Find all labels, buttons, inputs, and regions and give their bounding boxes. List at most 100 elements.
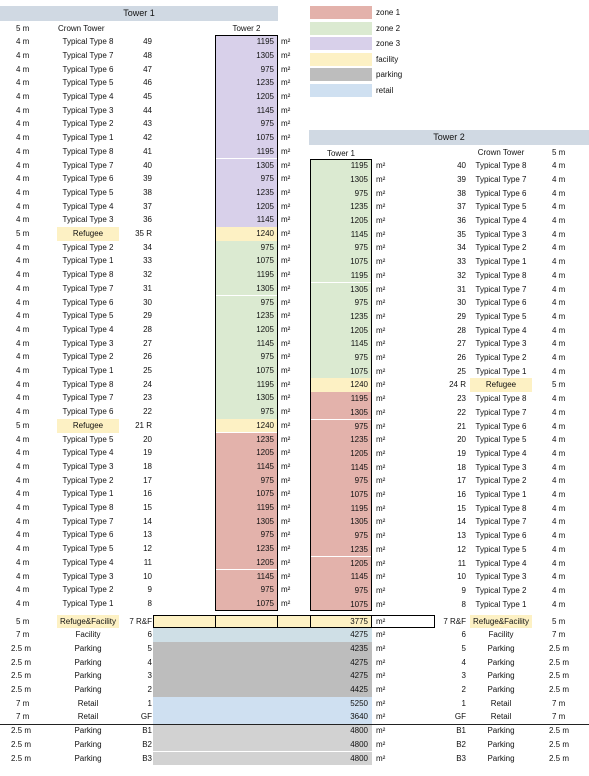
area-cell: 1205 bbox=[215, 90, 278, 104]
floor-height: 4 m bbox=[552, 216, 566, 225]
floor-number: 36 bbox=[457, 216, 466, 225]
area-cell: 1235 bbox=[215, 542, 278, 556]
floor-height: 4 m bbox=[552, 366, 566, 376]
floor-name: Typical Type 5 bbox=[475, 435, 527, 445]
floor-number: 17 bbox=[143, 475, 152, 485]
area-unit: m² bbox=[281, 557, 291, 567]
floor-number: B1 bbox=[142, 726, 152, 736]
floor-number: B2 bbox=[456, 739, 466, 749]
floor-number: 26 bbox=[143, 352, 152, 362]
floor-height: 4 m bbox=[552, 325, 566, 335]
floor-height: 5 m bbox=[16, 229, 30, 238]
area-unit: m² bbox=[281, 448, 291, 458]
floor-height: 4 m bbox=[16, 283, 30, 293]
area-unit: m² bbox=[376, 202, 386, 212]
area-unit: m² bbox=[376, 298, 386, 308]
floor-height: 7 m bbox=[552, 712, 566, 722]
floor-name: Refugee bbox=[57, 418, 119, 433]
floor-height: 4 m bbox=[16, 544, 30, 554]
area-cell: 1240 bbox=[215, 227, 278, 241]
floor-name: Typical Type 8 bbox=[62, 270, 114, 280]
area-unit: m² bbox=[376, 394, 386, 404]
area-cell: 5250 bbox=[153, 696, 372, 711]
floor-height: 4 m bbox=[552, 161, 566, 171]
floor-height: 5 m bbox=[16, 420, 30, 430]
area-cell: 1145 bbox=[310, 570, 372, 584]
floor-number: 1 bbox=[147, 698, 152, 708]
floor-number: 29 bbox=[457, 311, 466, 321]
area-unit: m² bbox=[376, 161, 386, 171]
floor-name: Parking bbox=[487, 739, 515, 749]
floor-height: 2.5 m bbox=[11, 726, 32, 736]
floor-height: 4 m bbox=[552, 353, 566, 362]
area-unit: m² bbox=[281, 187, 291, 197]
area-unit: m² bbox=[376, 462, 386, 472]
floor-height: 5 m bbox=[552, 147, 566, 157]
floor-number: 6 bbox=[147, 630, 152, 640]
area-cell: 1195 bbox=[215, 144, 278, 159]
area-cell: 1205 bbox=[215, 555, 278, 570]
area-unit: m² bbox=[376, 421, 386, 431]
area-unit: m² bbox=[281, 379, 291, 389]
area-cell: 975 bbox=[215, 62, 278, 77]
floor-number: 35 R bbox=[135, 229, 152, 238]
floor-name: Typical Type 2 bbox=[62, 352, 114, 362]
area-cell: 1205 bbox=[310, 556, 372, 571]
floor-name: Typical Type 3 bbox=[475, 572, 527, 582]
area-unit: m² bbox=[376, 517, 386, 527]
legend-swatch bbox=[310, 68, 372, 82]
area-cell: 1235 bbox=[215, 309, 278, 323]
area-cell: 1305 bbox=[215, 514, 278, 529]
floor-name: Typical Type 7 bbox=[62, 516, 114, 526]
area-cell: 1075 bbox=[310, 488, 372, 502]
floor-height: 4 m bbox=[16, 256, 30, 266]
area-unit: m² bbox=[281, 297, 291, 307]
area-cell: 975 bbox=[215, 583, 278, 597]
area-cell: 1305 bbox=[310, 515, 372, 530]
floor-height: 4 m bbox=[16, 530, 30, 540]
floor-name: Typical Type 1 bbox=[62, 366, 114, 375]
floor-name: Typical Type 5 bbox=[62, 187, 114, 197]
area-cell: 1205 bbox=[310, 323, 372, 338]
area-cell: 1195 bbox=[215, 501, 278, 515]
floor-name: Typical Type 6 bbox=[475, 531, 527, 541]
area-cell: 1305 bbox=[215, 281, 278, 296]
floor-number: 44 bbox=[143, 105, 152, 115]
area-unit: m² bbox=[281, 366, 291, 375]
area-cell: 4425 bbox=[153, 683, 372, 697]
area-cell: 1205 bbox=[310, 214, 372, 228]
legend-label: zone 1 bbox=[376, 8, 401, 17]
area-cell: 1145 bbox=[215, 213, 278, 227]
floor-height: 2.5 m bbox=[11, 657, 32, 667]
floor-number: 5 bbox=[147, 643, 152, 653]
area-cell: 1235 bbox=[310, 542, 372, 557]
area-cell: 1205 bbox=[310, 446, 372, 461]
floor-number: 25 bbox=[143, 366, 152, 375]
floor-name: Typical Type 8 bbox=[475, 161, 527, 171]
floor-height: 4 m bbox=[16, 489, 30, 499]
floor-height: 4 m bbox=[552, 448, 566, 458]
area-cell: 4275 bbox=[153, 655, 372, 670]
floor-height: 4 m bbox=[552, 544, 566, 554]
floor-number: 42 bbox=[143, 133, 152, 143]
floor-number: 23 bbox=[143, 393, 152, 403]
floor-name: Typical Type 4 bbox=[475, 558, 527, 568]
floor-name: Refugee bbox=[470, 378, 532, 393]
floor-height: 4 m bbox=[552, 435, 566, 445]
area-unit: m² bbox=[281, 461, 291, 471]
floor-height: 4 m bbox=[16, 311, 30, 321]
area-cell: 1075 bbox=[310, 255, 372, 269]
area-unit: m² bbox=[281, 393, 291, 403]
floor-height: 4 m bbox=[552, 531, 566, 541]
area-unit: m² bbox=[376, 558, 386, 568]
floor-number: 11 bbox=[457, 558, 466, 568]
floor-height: 4 m bbox=[16, 242, 30, 252]
floor-height: 4 m bbox=[552, 517, 566, 527]
ground-line bbox=[0, 724, 589, 726]
floor-number: 21 bbox=[457, 421, 466, 431]
area-unit: m² bbox=[376, 531, 386, 541]
floor-name: Parking bbox=[74, 753, 102, 763]
area-unit: m² bbox=[376, 490, 386, 499]
area-unit: m² bbox=[376, 572, 386, 582]
legend-label: zone 3 bbox=[376, 39, 401, 49]
